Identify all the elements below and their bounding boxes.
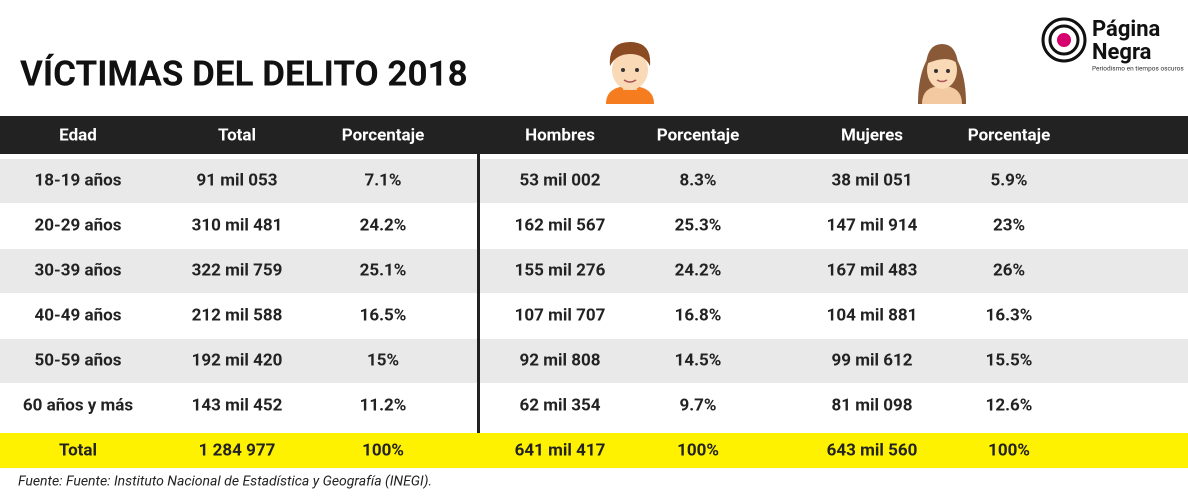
- row-band: [0, 249, 1188, 293]
- cell: 104 mil 881: [827, 305, 918, 325]
- total-cell: 100%: [988, 440, 1030, 460]
- logo-tagline: Periodismo en tiempos oscuros: [1092, 65, 1184, 73]
- cell: 5.9%: [990, 170, 1027, 190]
- cell: 212 mil 588: [192, 305, 283, 325]
- cell: 24.2%: [360, 215, 407, 235]
- cell: 12.6%: [986, 395, 1033, 415]
- total-cell: 100%: [362, 440, 404, 460]
- cell: 310 mil 481: [192, 215, 283, 235]
- cell: 25.3%: [675, 215, 722, 235]
- cell: 11.2%: [360, 395, 407, 415]
- cell: 16.8%: [675, 305, 722, 325]
- cell: 92 mil 808: [520, 350, 601, 370]
- boy-icon: [606, 42, 654, 104]
- cell: 155 mil 276: [515, 260, 606, 280]
- cell: 30-39 años: [35, 260, 122, 280]
- cell: 107 mil 707: [515, 305, 606, 325]
- total-cell: 1 284 977: [199, 440, 276, 460]
- cell: 322 mil 759: [192, 260, 283, 280]
- logo-line2: Negra: [1092, 40, 1152, 65]
- cell: 162 mil 567: [515, 215, 606, 235]
- cell: 99 mil 612: [832, 350, 913, 370]
- row-band: [0, 339, 1188, 383]
- cell: 167 mil 483: [827, 260, 918, 280]
- header-cell: Hombres: [525, 125, 595, 145]
- cell: 24.2%: [675, 260, 722, 280]
- total-cell: 643 mil 560: [827, 440, 918, 460]
- cell: 20-29 años: [35, 215, 122, 235]
- cell: 18-19 años: [35, 170, 122, 190]
- cell: 16.3%: [986, 305, 1033, 325]
- cell: 60 años y más: [23, 395, 134, 415]
- header-cell: Total: [218, 125, 256, 145]
- cell: 25.1%: [360, 260, 407, 280]
- source: Fuente: Fuente: Instituto Nacional de Es…: [18, 474, 432, 490]
- total-cell: Total: [59, 440, 97, 460]
- header-bar: [0, 116, 1188, 154]
- cell: 16.5%: [360, 305, 407, 325]
- header-cell: Porcentaje: [968, 125, 1051, 145]
- cell: 15.5%: [986, 350, 1033, 370]
- cell: 81 mil 098: [832, 395, 913, 415]
- header-cell: Porcentaje: [342, 125, 425, 145]
- title: VÍCTIMAS DEL DELITO 2018: [20, 53, 468, 94]
- cell: 8.3%: [679, 170, 716, 190]
- cell: 143 mil 452: [192, 395, 283, 415]
- cell: 14.5%: [675, 350, 722, 370]
- total-cell: 100%: [677, 440, 719, 460]
- cell: 9.7%: [679, 395, 716, 415]
- girl-icon: [918, 44, 966, 104]
- cell: 23%: [993, 215, 1025, 235]
- logo: Página Negra Periodismo en tiempos oscur…: [1041, 17, 1184, 73]
- header-cell: Porcentaje: [657, 125, 740, 145]
- cell: 26%: [993, 260, 1025, 280]
- cell: 15%: [367, 350, 399, 370]
- logo-line1: Página: [1092, 17, 1161, 42]
- cell: 7.1%: [364, 170, 401, 190]
- cell: 50-59 años: [35, 350, 122, 370]
- cell: 91 mil 053: [197, 170, 278, 190]
- cell: 192 mil 420: [192, 350, 283, 370]
- total-band: [0, 433, 1188, 468]
- row-band: [0, 159, 1188, 203]
- cell: 62 mil 354: [520, 395, 601, 415]
- header-cell: Mujeres: [841, 125, 903, 145]
- cell: 53 mil 002: [520, 170, 601, 190]
- cell: 40-49 años: [35, 305, 122, 325]
- cell: 38 mil 051: [832, 170, 913, 190]
- cell: 147 mil 914: [827, 215, 918, 235]
- total-cell: 641 mil 417: [515, 440, 606, 460]
- header-cell: Edad: [59, 125, 97, 145]
